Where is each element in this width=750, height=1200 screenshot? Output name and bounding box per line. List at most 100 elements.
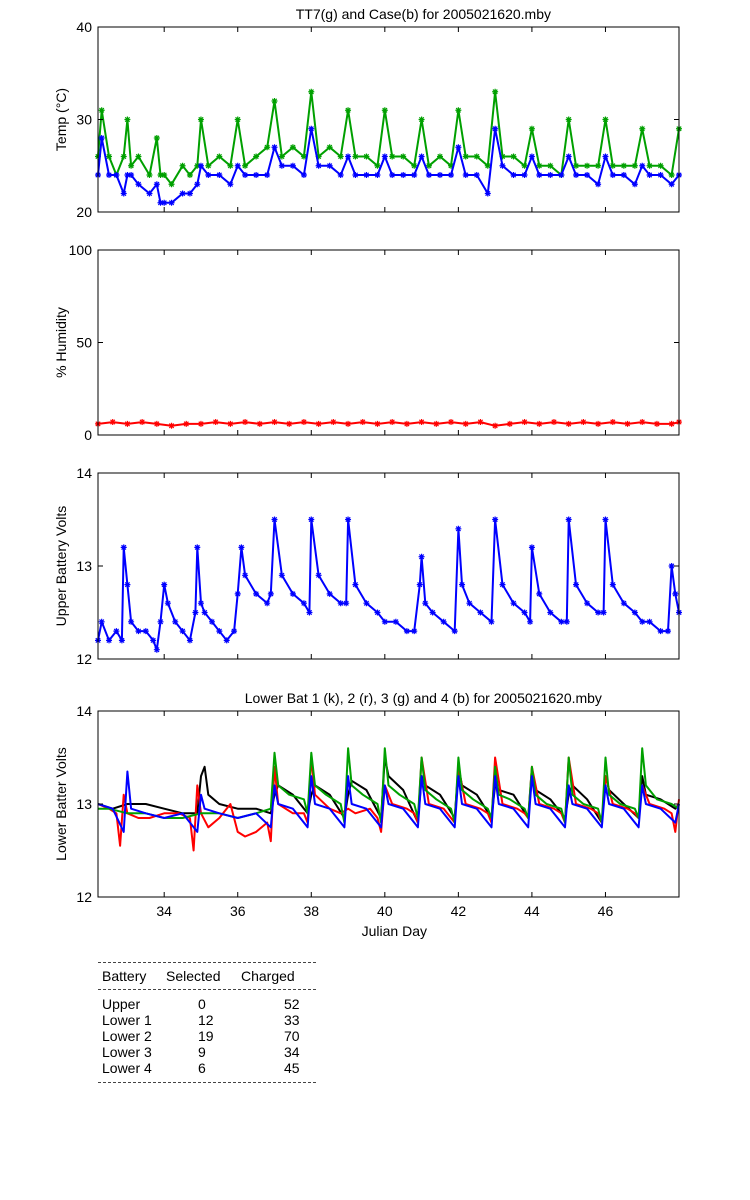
battery-summary-table: Battery Selected Charged Upper 0 52 Lowe…: [98, 962, 318, 1083]
data-point: [216, 172, 223, 178]
data-point: [164, 600, 171, 607]
data-point: [253, 590, 260, 597]
data-point: [389, 172, 396, 178]
data-point: [558, 172, 565, 178]
data-point: [253, 172, 260, 178]
data-point: [271, 98, 278, 104]
data-point: [609, 419, 616, 426]
data-point: [343, 600, 350, 607]
data-point: [223, 637, 230, 644]
data-point: [573, 172, 580, 178]
y-tick-label: 50: [76, 335, 92, 351]
data-point: [400, 153, 407, 160]
data-point: [565, 153, 572, 160]
data-point: [484, 190, 491, 197]
data-point: [602, 516, 609, 523]
data-point: [308, 88, 315, 95]
data-point: [436, 172, 443, 178]
data-point: [186, 637, 193, 644]
data-point: [668, 563, 675, 569]
data-point: [264, 172, 271, 178]
data-point: [142, 628, 149, 635]
x-tick-label: 38: [303, 903, 319, 919]
data-point: [205, 172, 212, 178]
data-point: [521, 419, 528, 426]
y-tick-label: 0: [84, 427, 92, 443]
data-point: [172, 618, 179, 625]
data-point: [98, 107, 105, 114]
data-point: [492, 516, 499, 523]
data-point: [124, 581, 131, 588]
data-point: [135, 153, 142, 160]
data-point: [253, 153, 260, 160]
data-point: [429, 609, 436, 616]
data-point: [337, 153, 344, 160]
selected-value: 12: [198, 1012, 214, 1028]
data-point: [363, 153, 370, 160]
data-point: [264, 144, 271, 151]
table-rule-bottom: [98, 1082, 316, 1083]
table-rule-top: [98, 962, 316, 963]
plot-frame-1: [97, 249, 680, 436]
data-point: [168, 181, 175, 188]
y-tick-label: 14: [76, 465, 92, 481]
table-row: Upper 0 52: [98, 996, 318, 1012]
y-tick-label: 30: [76, 112, 92, 128]
data-point: [381, 107, 388, 114]
data-point: [242, 572, 249, 579]
data-point: [315, 162, 322, 169]
data-point: [484, 162, 491, 169]
data-point: [521, 162, 528, 169]
data-point: [558, 618, 565, 625]
data-point: [416, 581, 423, 588]
data-point: [345, 516, 352, 523]
data-point: [664, 628, 671, 635]
data-point: [186, 172, 193, 178]
data-point: [326, 590, 333, 597]
y-axis-label-0: Temp (°C): [53, 88, 69, 151]
data-point: [639, 618, 646, 625]
data-point: [186, 190, 193, 197]
data-point: [264, 600, 271, 607]
chart-title-3: Lower Bat 1 (k), 2 (r), 3 (g) and 4 (b) …: [245, 690, 602, 706]
data-point: [639, 162, 646, 169]
data-point: [488, 618, 495, 625]
data-point: [197, 162, 204, 169]
x-tick-label: 46: [598, 903, 614, 919]
data-point: [345, 420, 352, 427]
data-point: [425, 162, 432, 169]
data-point: [267, 590, 274, 597]
data-point: [337, 600, 344, 607]
data-point: [326, 162, 333, 169]
x-tick-label: 36: [230, 903, 246, 919]
data-point: [547, 162, 554, 169]
data-point: [595, 181, 602, 188]
data-point: [455, 107, 462, 114]
x-tick-label: 40: [377, 903, 393, 919]
data-point: [624, 420, 631, 427]
charged-value: 45: [284, 1060, 300, 1076]
data-point: [653, 420, 660, 427]
data-point: [455, 144, 462, 151]
data-point: [411, 628, 418, 635]
data-point: [657, 628, 664, 635]
data-point: [231, 628, 238, 635]
data-point: [521, 609, 528, 616]
y-tick-label: 100: [69, 242, 93, 258]
y-axis-label-3: Lower Batter Volts: [53, 747, 69, 861]
data-point: [124, 172, 131, 178]
data-point: [256, 420, 263, 427]
data-point: [352, 153, 359, 160]
data-point: [234, 162, 241, 169]
data-point: [352, 581, 359, 588]
data-point: [179, 190, 186, 197]
data-point: [389, 153, 396, 160]
data-point: [440, 618, 447, 625]
data-point: [657, 162, 664, 169]
series-line-3-2: [98, 747, 680, 824]
data-point: [573, 581, 580, 588]
battery-name: Lower 3: [102, 1044, 152, 1060]
data-point: [620, 600, 627, 607]
data-point: [528, 153, 535, 160]
data-point: [242, 419, 249, 426]
